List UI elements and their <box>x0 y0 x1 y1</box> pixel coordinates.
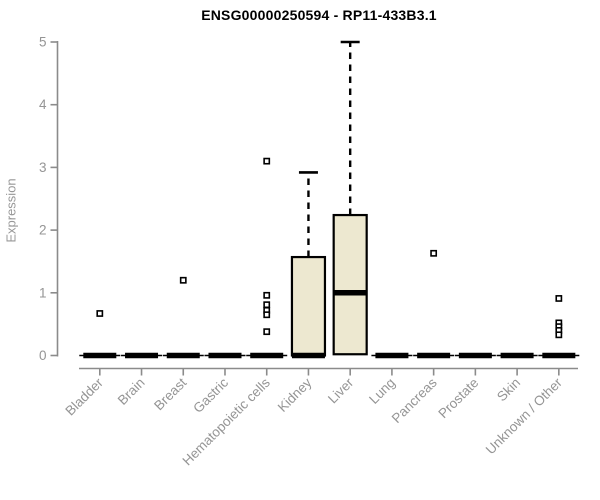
outlier-hematopoietic-cells <box>263 157 271 165</box>
x-tick-label-gastric: Gastric <box>190 375 231 416</box>
y-tick-label: 4 <box>39 97 47 112</box>
outlier-pancreas <box>430 249 438 257</box>
y-tick-label: 2 <box>39 223 47 238</box>
x-tick-label-lung: Lung <box>366 375 398 407</box>
outlier-hematopoietic-cells <box>263 291 271 299</box>
y-tick-label: 0 <box>39 348 47 363</box>
x-tick-label-bladder: Bladder <box>62 375 106 419</box>
x-tick-label-unknown-other: Unknown / Other <box>483 375 566 458</box>
x-tick-label-skin: Skin <box>494 375 523 404</box>
outlier-hematopoietic-cells <box>263 301 271 309</box>
box-liver <box>332 213 368 356</box>
x-tick-label-pancreas: Pancreas <box>389 375 440 426</box>
outlier-hematopoietic-cells <box>263 328 271 336</box>
y-tick-label: 1 <box>39 285 47 300</box>
box-kidney <box>290 255 327 357</box>
outlier-bladder <box>96 310 104 317</box>
y-tick-label: 5 <box>39 35 47 50</box>
chart-title: ENSG00000250594 - RP11-433B3.1 <box>201 7 437 23</box>
x-tick-label-liver: Liver <box>325 375 357 407</box>
x-tick-label-prostate: Prostate <box>435 375 481 421</box>
y-tick-label: 3 <box>39 160 47 175</box>
x-tick-label-breast: Breast <box>151 375 189 413</box>
x-tick-label-kidney: Kidney <box>275 375 315 415</box>
x-tick-label-brain: Brain <box>115 375 148 408</box>
outlier-unknown-other <box>555 295 563 302</box>
outlier-breast <box>179 276 187 284</box>
outlier-hematopoietic-cells <box>263 311 271 319</box>
outlier-unknown-other <box>555 331 563 339</box>
